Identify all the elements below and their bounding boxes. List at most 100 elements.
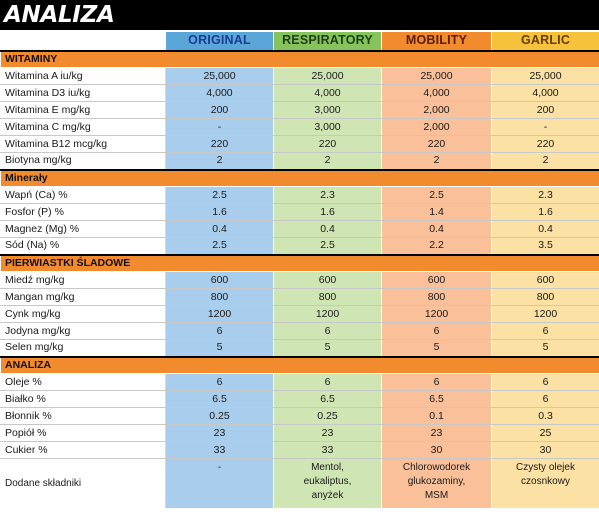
column-header-respiratory: RESPIRATORY: [273, 31, 382, 51]
ingredients-cell-original: -: [165, 458, 274, 509]
cell-garlic: -: [491, 118, 599, 136]
cell-mobility: 800: [381, 288, 492, 306]
cell-mobility: 0.1: [381, 407, 492, 425]
cell-original: 4,000: [165, 84, 274, 102]
cell-respiratory: 600: [273, 271, 382, 289]
cell-original: 25,000: [165, 67, 274, 85]
cell-respiratory: 4,000: [273, 84, 382, 102]
table-row: Biotyna mg/kg 2 2 2 2: [0, 152, 599, 170]
cell-original: 6: [165, 322, 274, 340]
cell-original: 23: [165, 424, 274, 442]
row-label: Białko %: [0, 390, 166, 408]
row-label: Selen mg/kg: [0, 339, 166, 357]
cell-garlic: 1200: [491, 305, 599, 323]
cell-garlic: 6: [491, 322, 599, 340]
cell-respiratory: 220: [273, 135, 382, 153]
cell-garlic: 0.3: [491, 407, 599, 425]
section-title: PIERWIASTKI ŚLADOWE: [0, 253, 599, 272]
row-label: Sód (Na) %: [0, 237, 166, 255]
table-row: Sód (Na) % 2.5 2.5 2.2 3.5: [0, 237, 599, 255]
ingredient-line: MSM: [424, 490, 449, 501]
cell-original: 220: [165, 135, 274, 153]
cell-mobility: 25,000: [381, 67, 492, 85]
cell-original: -: [165, 118, 274, 136]
cell-respiratory: 5: [273, 339, 382, 357]
cell-mobility: 220: [381, 135, 492, 153]
table-row: Błonnik % 0.25 0.25 0.1 0.3: [0, 407, 599, 425]
row-label: Miedź mg/kg: [0, 271, 166, 289]
table-row: Witamina B12 mcg/kg 220 220 220 220: [0, 135, 599, 153]
row-label: Magnez (Mg) %: [0, 220, 166, 238]
cell-garlic: 3.5: [491, 237, 599, 255]
cell-respiratory: 2.3: [273, 186, 382, 204]
row-label: Witamina D3 iu/kg: [0, 84, 166, 102]
column-header-mobility: MOBILITY: [381, 31, 492, 51]
cell-mobility: 23: [381, 424, 492, 442]
ingredients-cell-respiratory: Mentol, eukaliptus, anyżek: [273, 458, 382, 509]
table-row: Cukier % 33 33 30 30: [0, 441, 599, 459]
section-header-row: Minerały: [0, 168, 599, 187]
row-label: Witamina E mg/kg: [0, 101, 166, 119]
ingredient-line: glukozaminy,: [407, 476, 466, 487]
cell-garlic: 30: [491, 441, 599, 459]
row-label: Wapń (Ca) %: [0, 186, 166, 204]
table-row: Cynk mg/kg 1200 1200 1200 1200: [0, 305, 599, 323]
row-label: Fosfor (P) %: [0, 203, 166, 221]
ingredient-line: -: [217, 462, 222, 473]
page-title: ANALIZA: [0, 0, 599, 30]
cell-respiratory: 1200: [273, 305, 382, 323]
cell-garlic: 600: [491, 271, 599, 289]
table-body: WITAMINY Witamina A iu/kg 25,000 25,000 25,0…: [0, 49, 599, 509]
cell-mobility: 2,000: [381, 101, 492, 119]
cell-garlic: 5: [491, 339, 599, 357]
table-row: Fosfor (P) % 1.6 1.6 1.4 1.6: [0, 203, 599, 221]
cell-garlic: 6: [491, 390, 599, 408]
cell-original: 600: [165, 271, 274, 289]
table-row: Mangan mg/kg 800 800 800 800: [0, 288, 599, 306]
cell-original: 2.5: [165, 237, 274, 255]
cell-original: 1200: [165, 305, 274, 323]
cell-mobility: 1200: [381, 305, 492, 323]
row-label: Cynk mg/kg: [0, 305, 166, 323]
cell-respiratory: 23: [273, 424, 382, 442]
column-header-garlic: GARLIC: [491, 31, 599, 51]
ingredient-line: Czysty olejek: [516, 462, 575, 473]
cell-mobility: 1.4: [381, 203, 492, 221]
table-row: Witamina D3 iu/kg 4,000 4,000 4,000 4,000: [0, 84, 599, 102]
table-row: Miedź mg/kg 600 600 600 600: [0, 271, 599, 289]
cell-respiratory: 6: [273, 322, 382, 340]
cell-mobility: 6: [381, 373, 492, 391]
cell-original: 200: [165, 101, 274, 119]
ingredient-line: eukaliptus,: [303, 476, 352, 487]
row-label: Witamina A iu/kg: [0, 67, 166, 85]
cell-respiratory: 6: [273, 373, 382, 391]
section-header-row: ANALIZA: [0, 355, 599, 374]
cell-mobility: 4,000: [381, 84, 492, 102]
table-row: Witamina C mg/kg -3,000 2,000-: [0, 118, 599, 136]
column-header-original: ORIGINAL: [165, 31, 274, 51]
table-row: Witamina A iu/kg 25,000 25,000 25,000 25,000: [0, 67, 599, 85]
cell-respiratory: 0.25: [273, 407, 382, 425]
cell-mobility: 0.4: [381, 220, 492, 238]
table-row: Magnez (Mg) % 0.4 0.4 0.4 0.4: [0, 220, 599, 238]
cell-respiratory: 3,000: [273, 101, 382, 119]
cell-garlic: 6: [491, 373, 599, 391]
cell-respiratory: 25,000: [273, 67, 382, 85]
row-label: Cukier %: [0, 441, 166, 459]
table-row: Selen mg/kg 5 5 5 5: [0, 339, 599, 357]
cell-original: 1.6: [165, 203, 274, 221]
row-label: Jodyna mg/kg: [0, 322, 166, 340]
cell-garlic: 1.6: [491, 203, 599, 221]
table-row: Jodyna mg/kg 6 6 6 6: [0, 322, 599, 340]
cell-mobility: 2.5: [381, 186, 492, 204]
table-row: Wapń (Ca) % 2.5 2.3 2.5 2.3: [0, 186, 599, 204]
cell-garlic: 2: [491, 152, 599, 170]
cell-original: 6.5: [165, 390, 274, 408]
cell-mobility: 2,000: [381, 118, 492, 136]
row-label: Witamina C mg/kg: [0, 118, 166, 136]
cell-original: 5: [165, 339, 274, 357]
cell-mobility: 6: [381, 322, 492, 340]
cell-mobility: 5: [381, 339, 492, 357]
cell-mobility: 600: [381, 271, 492, 289]
row-label: Biotyna mg/kg: [0, 152, 166, 170]
